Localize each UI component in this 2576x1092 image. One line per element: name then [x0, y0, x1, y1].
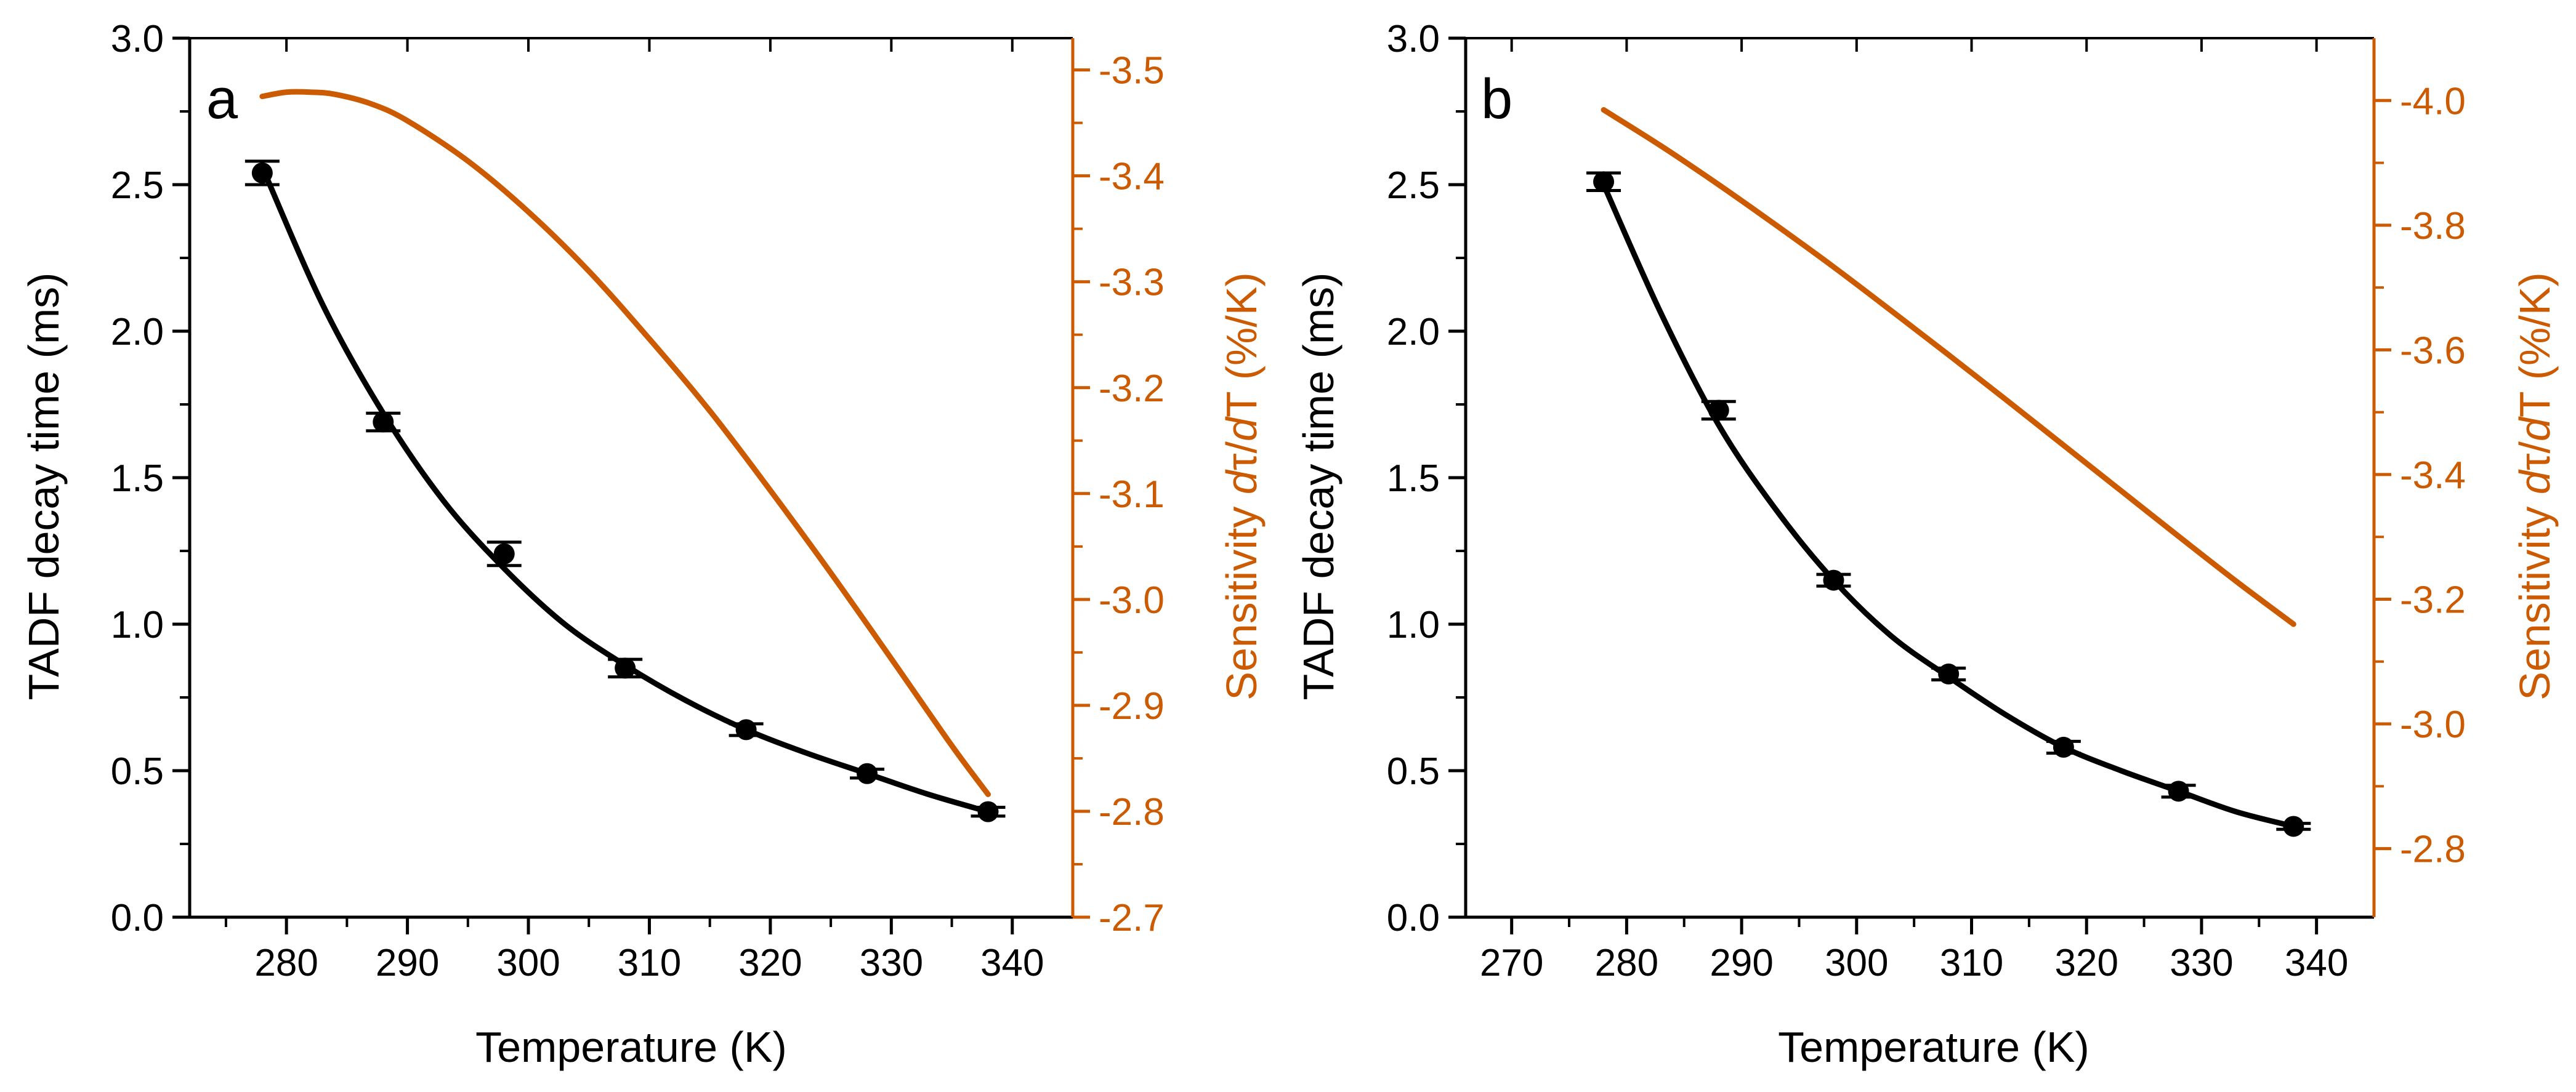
y2-tick-label: -3.5 [1099, 50, 1165, 92]
panel-a: a Temperature (K) TADF decay time (ms) S… [20, 18, 1266, 1071]
y2-tick-label: -3.4 [2400, 454, 2466, 497]
data-point [493, 543, 515, 564]
y-tick-label: 1.5 [111, 457, 164, 500]
y2-tick-label: -3.0 [1099, 579, 1165, 622]
panel-b-y2-title-part: d [2511, 469, 2559, 494]
x-tick-label: 280 [1595, 942, 1658, 984]
x-tick-label: 290 [376, 942, 439, 984]
x-tick-label: 340 [2285, 942, 2348, 984]
y-tick-label: 1.5 [1387, 457, 1440, 500]
panel-b-letter: b [1481, 68, 1512, 130]
x-tick-label: 310 [1940, 942, 2003, 984]
panel-a-y-axis-title: TADF decay time (ms) [20, 273, 68, 701]
x-tick-label: 300 [1825, 942, 1888, 984]
sensitivity-line [1601, 106, 2296, 627]
y-tick-label: 0.0 [1387, 897, 1440, 939]
panel-b-x-axis-title: Temperature (K) [1778, 1023, 2089, 1071]
panel-a-y2-title-part: d [1217, 416, 1266, 441]
panel-b: b Temperature (K) TADF decay time (ms) S… [1294, 18, 2559, 1071]
panel-a-y2-title-part: d [1217, 469, 1266, 494]
y-tick-label: 2.5 [1387, 164, 1440, 207]
y-tick-label: 2.0 [111, 311, 164, 353]
y-tick-label: 1.0 [111, 604, 164, 646]
x-tick-label: 330 [860, 942, 923, 984]
y2-tick-label: -3.1 [1099, 473, 1165, 516]
panel-b-y2-title-part: τ [2511, 453, 2559, 470]
panel-b-y2-title-part: T (%/K) [2511, 272, 2559, 417]
panel-b-y-axis-title: TADF decay time (ms) [1294, 273, 1343, 701]
x-tick-label: 330 [2170, 942, 2233, 984]
x-tick-label: 320 [2055, 942, 2118, 984]
y-tick-label: 0.5 [1387, 750, 1440, 793]
y-tick-label: 0.5 [111, 750, 164, 793]
x-tick-label: 340 [980, 942, 1044, 984]
x-tick-label: 320 [738, 942, 802, 984]
y-tick-label: 3.0 [111, 18, 164, 60]
panel-a-letter: a [206, 68, 238, 130]
panel-b-y2-title-part: Sensitivity [2511, 494, 2559, 701]
y2-tick-label: -3.3 [1099, 262, 1165, 304]
y2-tick-label: -2.9 [1099, 685, 1165, 728]
panel-a-x-axis-title: Temperature (K) [475, 1023, 787, 1071]
x-tick-label: 270 [1480, 942, 1543, 984]
fit-line [259, 164, 991, 815]
x-tick-label: 310 [618, 942, 681, 984]
panel-a-y2-title-part: / [1217, 441, 1266, 454]
y2-tick-label: -2.8 [1099, 791, 1165, 833]
y-tick-label: 0.0 [111, 897, 164, 939]
y2-tick-label: -3.0 [2400, 704, 2466, 746]
x-tick-label: 280 [254, 942, 318, 984]
panel-a-y2-axis-title: Sensitivity dτ/dT (%/K) [1217, 272, 1266, 701]
y2-tick-label: -4.0 [2400, 80, 2466, 122]
y-tick-label: 2.0 [1387, 311, 1440, 353]
y2-tick-label: -3.4 [1099, 156, 1165, 198]
y2-tick-label: -3.2 [2400, 579, 2466, 621]
data-point [1593, 171, 1615, 193]
panel-b-y2-title-part: d [2511, 416, 2559, 441]
y2-tick-label: -3.2 [1099, 367, 1165, 410]
panel-b-y2-title-part: / [2511, 441, 2559, 454]
y2-tick-label: -3.6 [2400, 329, 2466, 372]
panel-a-y2-title-part: τ [1217, 453, 1266, 470]
x-tick-label: 290 [1710, 942, 1773, 984]
y-tick-label: 1.0 [1387, 604, 1440, 646]
y2-tick-label: -3.8 [2400, 205, 2466, 247]
y2-tick-label: -2.7 [1099, 897, 1165, 939]
y-tick-label: 2.5 [111, 164, 164, 207]
panel-a-y2-title-part: T (%/K) [1217, 272, 1266, 417]
y2-tick-label: -2.8 [2400, 829, 2466, 871]
panel-b-y2-axis-title: Sensitivity dτ/dT (%/K) [2511, 272, 2559, 701]
sensitivity-line [259, 89, 991, 797]
fit-line [1601, 182, 2296, 829]
panel-a-y2-title-part: Sensitivity [1217, 494, 1266, 701]
x-tick-label: 300 [496, 942, 560, 984]
y-tick-label: 3.0 [1387, 18, 1440, 60]
